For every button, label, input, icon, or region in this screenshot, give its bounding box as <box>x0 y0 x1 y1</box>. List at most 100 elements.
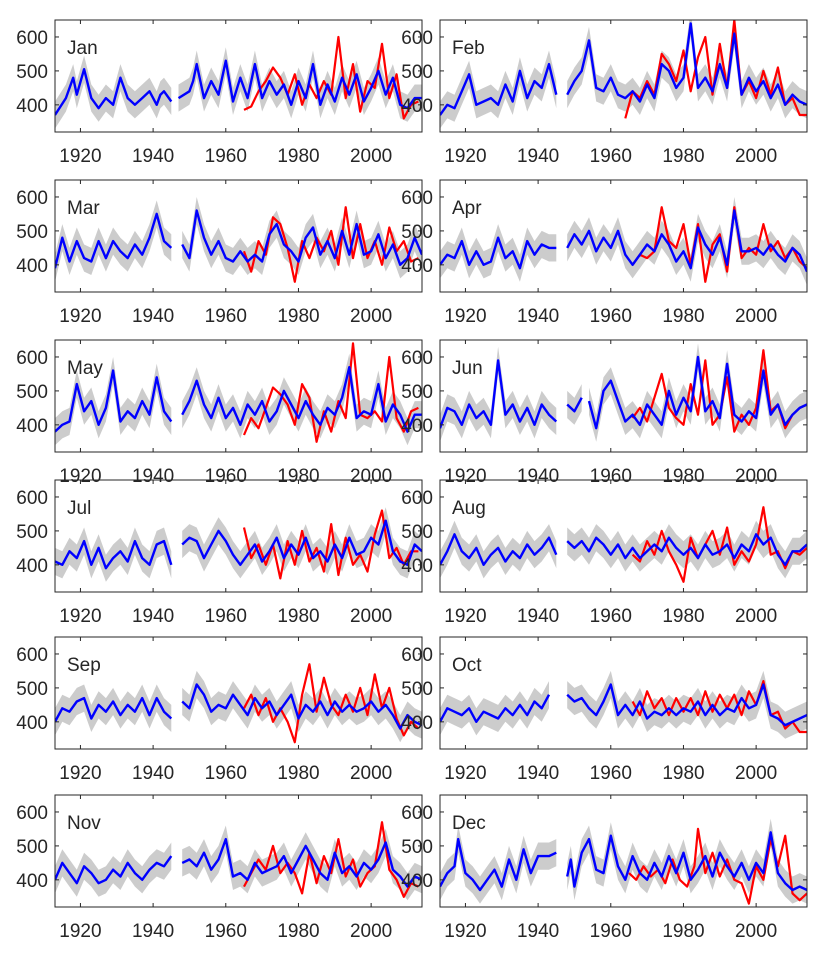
band-oct-0 <box>440 681 549 736</box>
y-tick-label: 400 <box>401 713 433 734</box>
band-jun-1 <box>567 384 582 425</box>
x-tick-label: 1960 <box>590 606 632 627</box>
x-tick-label: 1940 <box>132 763 174 784</box>
y-tick-label: 400 <box>401 256 433 277</box>
band-sep-0 <box>55 684 172 736</box>
x-tick-label: 2000 <box>735 306 777 327</box>
x-tick-label: 1940 <box>132 146 174 167</box>
y-tick-label: 400 <box>16 96 48 117</box>
panel-oct: 400 500 600 1920 1940 1960 1980 2000 Oct <box>401 636 808 784</box>
y-tick-label: 600 <box>401 803 433 824</box>
x-tick-label: 1960 <box>205 466 247 487</box>
x-tick-label: 1920 <box>444 306 486 327</box>
blue-line-aug-1 <box>566 533 807 566</box>
x-tick-label: 1980 <box>662 763 704 784</box>
blue-line-nov-1 <box>181 837 422 888</box>
panel-label: Mar <box>67 198 100 219</box>
panel-label: Sep <box>67 655 101 676</box>
y-tick-label: 500 <box>16 679 48 700</box>
y-tick-label: 600 <box>16 645 48 666</box>
panel-jul: 400 500 600 1920 1940 1960 1980 2000 Jul <box>16 479 423 627</box>
x-tick-label: 2000 <box>350 146 392 167</box>
y-tick-label: 600 <box>401 645 433 666</box>
x-tick-label: 1940 <box>517 306 559 327</box>
blue-line-feb-1 <box>566 22 807 106</box>
x-tick-label: 1940 <box>132 606 174 627</box>
panel-label: Apr <box>452 198 482 219</box>
blue-line-jun-2 <box>587 355 807 430</box>
y-tick-label: 400 <box>16 713 48 734</box>
x-tick-label: 2000 <box>735 606 777 627</box>
x-tick-label: 1980 <box>662 921 704 942</box>
blue-line-jun-0 <box>440 359 558 429</box>
y-tick-label: 600 <box>16 488 48 509</box>
blue-line-jul-0 <box>55 539 173 570</box>
y-tick-label: 600 <box>16 28 48 49</box>
band-dec-0 <box>440 825 557 904</box>
x-tick-label: 1960 <box>205 306 247 327</box>
y-tick-label: 400 <box>16 556 48 577</box>
x-tick-label: 1940 <box>517 466 559 487</box>
blue-line-jun-1 <box>566 397 583 413</box>
x-tick-label: 1980 <box>662 146 704 167</box>
panel-may: 400 500 600 1920 1940 1960 1980 2000 May <box>16 339 423 487</box>
panel-label: Aug <box>452 498 486 519</box>
axes-box <box>439 179 808 293</box>
y-tick-label: 600 <box>401 28 433 49</box>
x-tick-label: 2000 <box>735 146 777 167</box>
blue-line-nov-0 <box>55 855 173 885</box>
x-tick-label: 2000 <box>735 921 777 942</box>
band-aug-1 <box>567 520 807 579</box>
x-tick-label: 1980 <box>277 763 319 784</box>
x-tick-label: 1940 <box>132 466 174 487</box>
x-tick-label: 2000 <box>350 466 392 487</box>
red-line-mar <box>242 206 419 283</box>
y-tick-label: 400 <box>401 556 433 577</box>
x-tick-label: 1960 <box>590 146 632 167</box>
x-tick-label: 1960 <box>590 466 632 487</box>
blue-line-aug-0 <box>440 533 558 566</box>
blue-line-sep-1 <box>181 683 422 730</box>
band-apr-0 <box>440 224 557 282</box>
y-tick-label: 600 <box>401 348 433 369</box>
axes-box <box>54 19 423 133</box>
blue-line-may-1 <box>181 366 422 433</box>
y-tick-label: 600 <box>16 188 48 209</box>
panel-label: May <box>67 358 103 379</box>
blue-line-apr-1 <box>566 209 807 273</box>
axes-box <box>54 339 423 453</box>
x-tick-label: 1920 <box>444 763 486 784</box>
axes-box <box>439 19 808 133</box>
band-nov-1 <box>182 825 422 901</box>
panel-jan: 400 500 600 1920 1940 1960 1980 2000 Jan <box>16 19 423 167</box>
x-tick-label: 2000 <box>735 763 777 784</box>
panel-jun: 400 500 600 1920 1940 1960 1980 2000 Jun <box>401 339 808 487</box>
axes-box <box>54 479 423 593</box>
blue-line-oct-1 <box>566 683 807 727</box>
x-tick-label: 1960 <box>590 921 632 942</box>
panel-label: Nov <box>67 813 101 834</box>
axes-box <box>439 636 808 750</box>
x-tick-label: 1960 <box>590 306 632 327</box>
blue-line-apr-0 <box>440 236 557 270</box>
band-sep-1 <box>182 670 422 743</box>
x-tick-label: 2000 <box>350 921 392 942</box>
y-tick-label: 500 <box>401 679 433 700</box>
x-tick-label: 2000 <box>350 306 392 327</box>
panel-apr: 400 500 600 1920 1940 1960 1980 2000 Apr <box>401 179 808 327</box>
band-feb-0 <box>440 50 557 129</box>
x-tick-label: 1920 <box>444 146 486 167</box>
panel-label: Feb <box>452 38 485 59</box>
x-tick-label: 1920 <box>59 606 101 627</box>
y-tick-label: 600 <box>16 803 48 824</box>
y-tick-label: 500 <box>401 522 433 543</box>
x-tick-label: 1960 <box>205 921 247 942</box>
red-line-apr <box>631 206 807 283</box>
band-may-0 <box>55 357 172 446</box>
panel-dec: 400 500 600 1920 1940 1960 1980 2000 Dec <box>401 794 808 942</box>
x-tick-label: 1960 <box>590 763 632 784</box>
y-tick-label: 400 <box>401 871 433 892</box>
x-tick-label: 1920 <box>59 763 101 784</box>
panel-label: Jun <box>452 358 483 379</box>
